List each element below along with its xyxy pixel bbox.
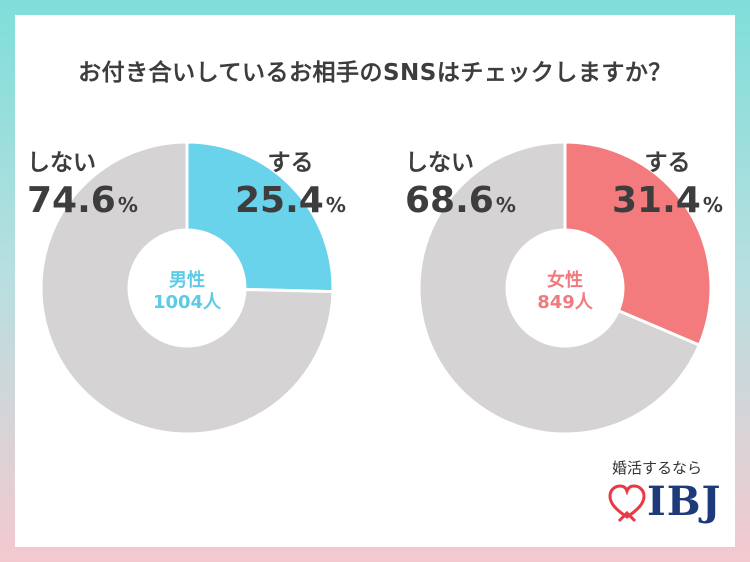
- donut-slice-no: [39, 140, 335, 436]
- chart-card: お付き合いしているお相手のSNSはチェックしますか？ しない 74.6% する …: [15, 15, 735, 547]
- male-yes-label: する 25.4%: [235, 150, 346, 221]
- donut-female: [417, 140, 713, 436]
- male-center-label: 男性 1004人: [152, 270, 222, 313]
- chart-title: お付き合いしているお相手のSNSはチェックしますか？: [78, 60, 672, 86]
- female-center-label: 女性 849人: [537, 270, 593, 313]
- donut-slice-no: [417, 140, 702, 436]
- donut-slice-yes: [563, 140, 713, 348]
- female-yes-label: する 31.4%: [612, 150, 723, 221]
- donut-male: [39, 140, 335, 436]
- male-no-label: しない 74.6%: [27, 150, 138, 221]
- donut-charts: [39, 140, 713, 436]
- heart-logo-icon: [608, 484, 646, 523]
- female-no-label: しない 68.6%: [405, 150, 516, 221]
- logo-brand: IBJ: [647, 478, 722, 525]
- logo-tagline: 婚活するなら: [612, 459, 703, 477]
- donut-slice-yes: [185, 140, 335, 294]
